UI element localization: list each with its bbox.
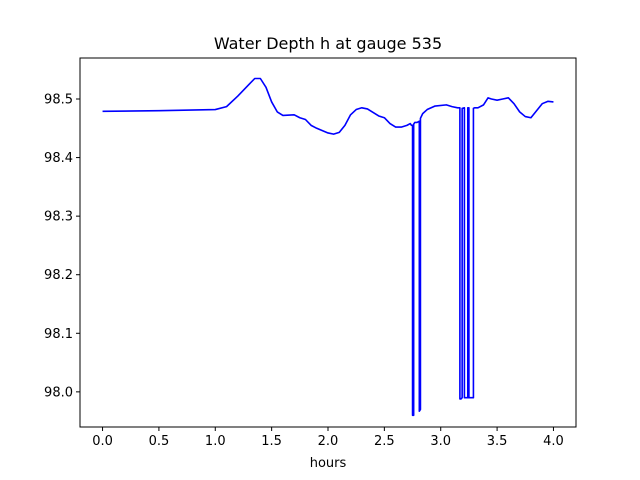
x-tick-label: 3.0 xyxy=(430,434,451,449)
x-axis: 0.0 0.5 1.0 1.5 2.0 2.5 3.0 3.5 4.0 xyxy=(92,427,564,449)
x-tick-label: 1.5 xyxy=(261,434,282,449)
x-tick-label: 0.5 xyxy=(149,434,170,449)
plot-area xyxy=(102,77,554,417)
y-tick-label: 98.3 xyxy=(44,210,73,225)
y-tick-label: 98.1 xyxy=(44,327,73,342)
x-tick-label: 0.0 xyxy=(92,434,113,449)
x-tick-label: 1.0 xyxy=(205,434,226,449)
y-axis: 98.0 98.1 98.2 98.3 98.4 98.5 xyxy=(44,93,80,400)
x-tick-label: 2.5 xyxy=(374,434,395,449)
y-tick-label: 98.5 xyxy=(44,93,73,108)
y-tick-label: 98.2 xyxy=(44,268,73,283)
y-tick-label: 98.4 xyxy=(44,151,73,166)
x-tick-label: 3.5 xyxy=(487,434,508,449)
x-axis-label: hours xyxy=(310,456,347,471)
chart-title: Water Depth h at gauge 535 xyxy=(214,34,442,53)
x-tick-label: 2.0 xyxy=(318,434,339,449)
series-line xyxy=(102,77,554,417)
x-tick-label: 4.0 xyxy=(543,434,564,449)
y-tick-label: 98.0 xyxy=(44,385,73,400)
